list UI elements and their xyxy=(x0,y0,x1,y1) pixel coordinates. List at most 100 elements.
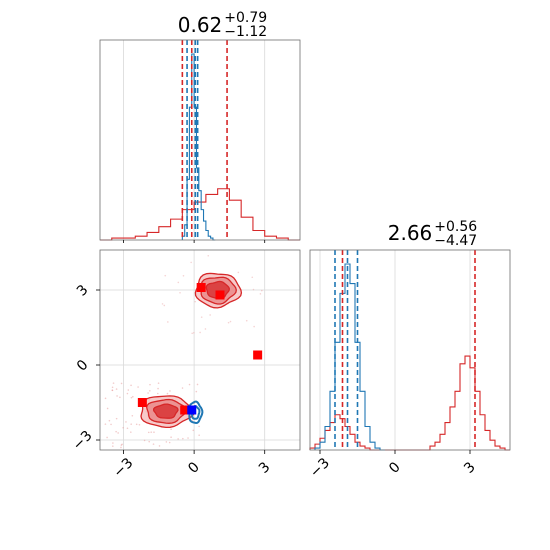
sample-point xyxy=(157,382,160,384)
hist-2-title-value: 2.66 xyxy=(388,221,433,245)
hist-2-grid xyxy=(319,250,471,450)
scatter-ytick-label: −3 xyxy=(70,428,96,454)
sample-point xyxy=(120,444,123,446)
sample-point xyxy=(196,383,199,386)
sample-point xyxy=(251,276,254,279)
sample-point xyxy=(227,321,230,324)
hist-2-series xyxy=(309,263,510,451)
sample-point xyxy=(130,431,132,433)
sample-point xyxy=(127,389,130,391)
sample-point xyxy=(120,382,123,385)
hist-2-frame xyxy=(309,249,511,451)
marker-square-red xyxy=(137,398,147,407)
sample-point xyxy=(149,383,151,386)
sample-point xyxy=(163,304,166,307)
hist-1-hist-series-red xyxy=(100,188,300,241)
scatter-ytick-label: 3 xyxy=(74,282,92,300)
sample-point xyxy=(261,289,263,292)
sample-point xyxy=(147,392,149,394)
marker-square-blue xyxy=(187,405,197,415)
sample-point xyxy=(106,407,109,410)
hist-1-series xyxy=(100,53,300,241)
hist-1-title-value: 0.62 xyxy=(178,13,223,37)
sample-point xyxy=(143,439,146,442)
sample-point xyxy=(158,445,161,447)
sample-point xyxy=(182,275,185,277)
scatter-panel: −3 0 3 −3 0 3 xyxy=(70,249,301,481)
sample-point xyxy=(165,441,168,443)
hist-2-xtick-label: −3 xyxy=(307,455,333,481)
sample-point xyxy=(161,303,164,305)
sample-point xyxy=(188,383,191,386)
sample-point xyxy=(199,331,201,334)
hist-2-title-upper: +0.56 xyxy=(434,219,477,235)
sample-point xyxy=(104,423,107,425)
marker-square-red xyxy=(180,405,190,415)
scatter-ytick-label: 0 xyxy=(74,357,92,375)
sample-point xyxy=(119,396,121,399)
sample-point xyxy=(187,437,189,439)
sample-point xyxy=(190,261,192,264)
hist-2-xtick-label: 3 xyxy=(461,459,479,477)
sample-point xyxy=(112,442,114,444)
hist-1-frame xyxy=(99,39,301,241)
sample-point xyxy=(138,423,141,426)
sample-point xyxy=(170,428,172,431)
sample-point xyxy=(112,382,115,384)
sample-point xyxy=(177,438,179,440)
hist-2-ticks: −3 0 3 xyxy=(307,450,479,481)
sample-point xyxy=(153,431,155,434)
hist-1-title-upper: +0.79 xyxy=(224,10,267,26)
sample-point xyxy=(120,446,122,449)
sample-point xyxy=(110,423,112,426)
scatter-frame xyxy=(99,249,301,451)
sample-point xyxy=(125,421,127,423)
sample-point xyxy=(148,440,151,443)
sample-point xyxy=(126,392,129,395)
sample-point xyxy=(253,325,255,328)
sample-point xyxy=(181,387,184,389)
scatter-xtick-label: 0 xyxy=(185,459,203,477)
sample-point xyxy=(167,321,169,323)
hist-2-title-lower: −4.47 xyxy=(434,233,477,249)
sample-point xyxy=(130,396,133,399)
sample-point xyxy=(148,389,151,392)
sample-point xyxy=(164,274,167,277)
scatter-xtick-label: −3 xyxy=(111,455,137,481)
sample-point xyxy=(147,431,150,434)
sample-point xyxy=(245,319,248,322)
hist-2-hist-series-red xyxy=(309,355,510,451)
sample-point xyxy=(170,436,172,439)
sample-point xyxy=(198,425,200,428)
sample-point xyxy=(207,254,210,257)
sample-point xyxy=(177,281,180,284)
sample-point xyxy=(131,414,134,417)
sample-point xyxy=(130,384,132,387)
hist-2-title: 2.66 xyxy=(388,221,433,245)
hist-2-hist-series-blue xyxy=(314,263,385,451)
sample-point xyxy=(193,331,195,334)
marker-square-red xyxy=(215,290,225,300)
sample-point xyxy=(209,314,211,316)
scatter-xtick-label: 3 xyxy=(256,459,274,477)
sample-point xyxy=(157,387,159,390)
sample-point xyxy=(115,430,117,433)
hist-panel-param-2: −3 0 3 2.66 +0.56 −4.47 xyxy=(307,219,511,481)
sample-point xyxy=(156,392,159,395)
hist-2-quantile-lines xyxy=(334,250,476,450)
sample-point xyxy=(111,386,114,389)
sample-point xyxy=(166,392,169,395)
sample-point xyxy=(169,390,171,392)
sample-point xyxy=(116,395,118,397)
scatter-contours xyxy=(140,272,243,429)
sample-point xyxy=(179,291,181,294)
sample-point xyxy=(135,423,138,426)
contour-red-level xyxy=(152,403,179,419)
sample-point xyxy=(192,429,195,432)
sample-point xyxy=(126,427,129,430)
scatter-markers xyxy=(137,283,263,415)
hist-1-title: 0.62 xyxy=(178,13,223,37)
hist-panel-param-1: 0.62 +0.79 −1.12 xyxy=(99,10,301,243)
sample-point xyxy=(168,441,171,444)
